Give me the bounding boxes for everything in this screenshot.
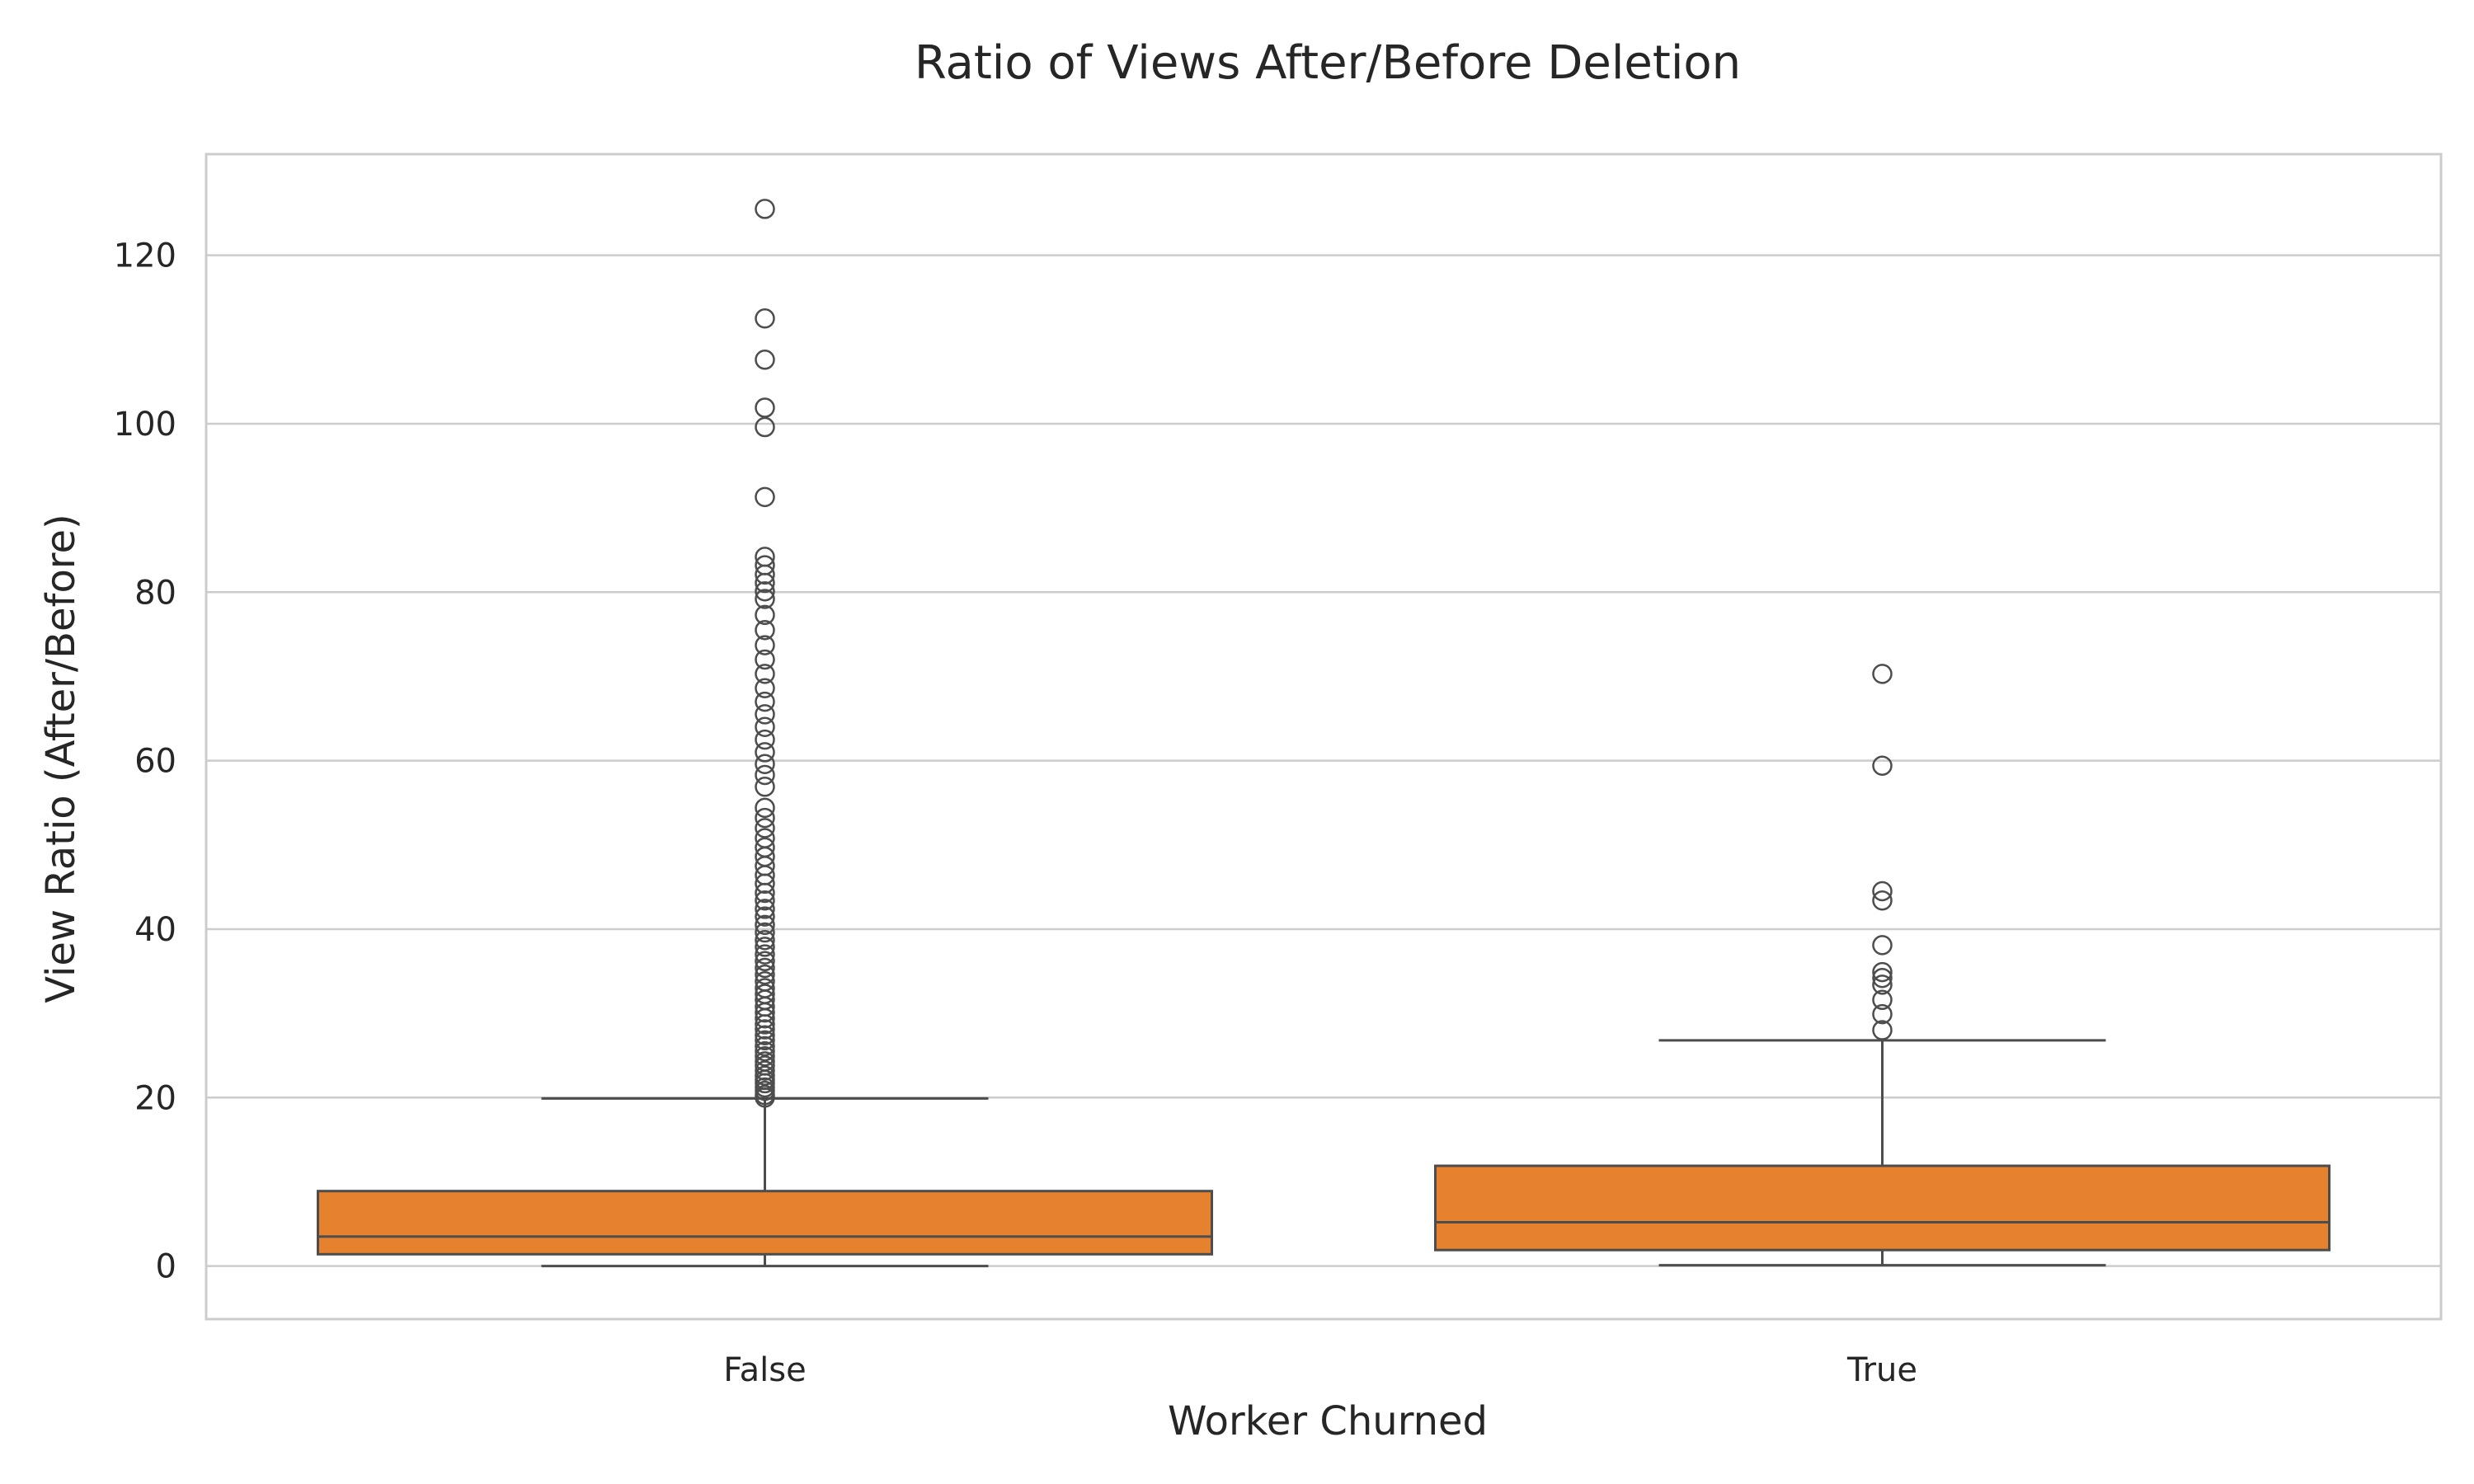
outlier-point bbox=[1872, 967, 1893, 989]
outlier-point bbox=[755, 704, 775, 725]
y-tick-label: 80 bbox=[134, 574, 176, 612]
x-tick-labels: False True bbox=[723, 1351, 1917, 1389]
y-tick-label: 120 bbox=[114, 237, 176, 275]
y-axis-label: View Ratio (After/Before) bbox=[38, 514, 84, 1003]
outlier-point bbox=[755, 754, 775, 774]
outlier-point bbox=[755, 604, 775, 626]
outlier-point bbox=[755, 1051, 775, 1072]
outlier-point bbox=[755, 555, 775, 575]
outlier-point bbox=[755, 978, 775, 998]
y-tick-labels: 0 20 40 60 80 100 120 bbox=[114, 237, 176, 1286]
y-tick-label: 0 bbox=[156, 1248, 176, 1286]
outlier-point bbox=[755, 929, 775, 951]
outlier-point bbox=[755, 1030, 775, 1051]
outlier-point bbox=[755, 1019, 775, 1040]
y-tick-label: 60 bbox=[134, 743, 176, 781]
iqr-box bbox=[1434, 1164, 2331, 1252]
outlier-point bbox=[755, 1045, 775, 1067]
outlier-point bbox=[755, 350, 775, 370]
outlier-point bbox=[755, 807, 775, 829]
y-tick-label: 100 bbox=[114, 406, 176, 444]
x-tick-label: True bbox=[1846, 1351, 1917, 1389]
outlier-point bbox=[1872, 961, 1893, 983]
outlier-point bbox=[755, 620, 775, 641]
outlier-point bbox=[1872, 935, 1893, 956]
outlier-point bbox=[755, 308, 775, 329]
outlier-point bbox=[1872, 989, 1893, 1011]
outlier-point bbox=[1872, 1020, 1893, 1040]
boxes bbox=[317, 199, 2331, 1268]
outlier-point bbox=[1872, 1003, 1893, 1025]
outlier-point bbox=[755, 199, 775, 219]
outlier-point bbox=[1872, 974, 1893, 995]
outlier-point bbox=[755, 397, 775, 418]
outlier-point bbox=[755, 691, 775, 712]
grid-lines bbox=[206, 254, 2441, 1267]
outlier-point bbox=[755, 664, 775, 684]
outlier-point bbox=[755, 828, 775, 848]
outlier-point bbox=[1872, 755, 1893, 776]
outlier-point bbox=[755, 957, 775, 979]
outlier-point bbox=[755, 899, 775, 919]
x-axis-label: Worker Churned bbox=[1168, 1398, 1488, 1444]
outlier-point bbox=[755, 837, 775, 858]
outlier-point bbox=[1872, 890, 1893, 911]
outlier-point bbox=[755, 764, 775, 786]
outlier-point bbox=[755, 922, 775, 943]
outlier-point bbox=[755, 1060, 775, 1081]
outlier-point bbox=[755, 1036, 775, 1057]
outlier-point bbox=[755, 971, 775, 992]
outlier-point bbox=[755, 964, 775, 985]
box-group-true bbox=[1434, 664, 2331, 1267]
outlier-point bbox=[755, 944, 775, 965]
outlier-point bbox=[755, 951, 775, 972]
outlier-point bbox=[755, 937, 775, 957]
outlier-point bbox=[755, 1065, 775, 1086]
outlier-point bbox=[755, 649, 775, 670]
outlier-point bbox=[755, 1040, 775, 1062]
outlier-point bbox=[1872, 881, 1893, 902]
outlier-point bbox=[755, 581, 775, 602]
outlier-point bbox=[755, 416, 775, 438]
outlier-point bbox=[755, 635, 775, 655]
outlier-point bbox=[755, 984, 775, 1004]
iqr-box bbox=[317, 1190, 1213, 1256]
outlier-point bbox=[755, 890, 775, 911]
outlier-point bbox=[755, 797, 775, 819]
plot-frame bbox=[205, 153, 2443, 1321]
outlier-point bbox=[755, 486, 775, 508]
y-tick-label: 20 bbox=[134, 1079, 176, 1117]
outlier-point bbox=[755, 742, 775, 763]
outlier-point bbox=[755, 818, 775, 838]
outlier-point bbox=[755, 777, 775, 797]
outlier-point bbox=[755, 729, 775, 750]
outlier-point bbox=[755, 906, 775, 927]
y-tick-label: 40 bbox=[134, 911, 176, 949]
outlier-point bbox=[755, 547, 775, 567]
box-group-false bbox=[317, 199, 1213, 1268]
x-tick-label: False bbox=[723, 1351, 806, 1389]
outlier-point bbox=[755, 1025, 775, 1045]
outlier-point bbox=[1872, 664, 1893, 684]
chart-title: Ratio of Views After/Before Deletion bbox=[915, 36, 1741, 90]
outlier-point bbox=[755, 678, 775, 699]
outlier-point bbox=[755, 914, 775, 936]
outlier-point bbox=[755, 716, 775, 738]
outlier-point bbox=[755, 589, 775, 609]
